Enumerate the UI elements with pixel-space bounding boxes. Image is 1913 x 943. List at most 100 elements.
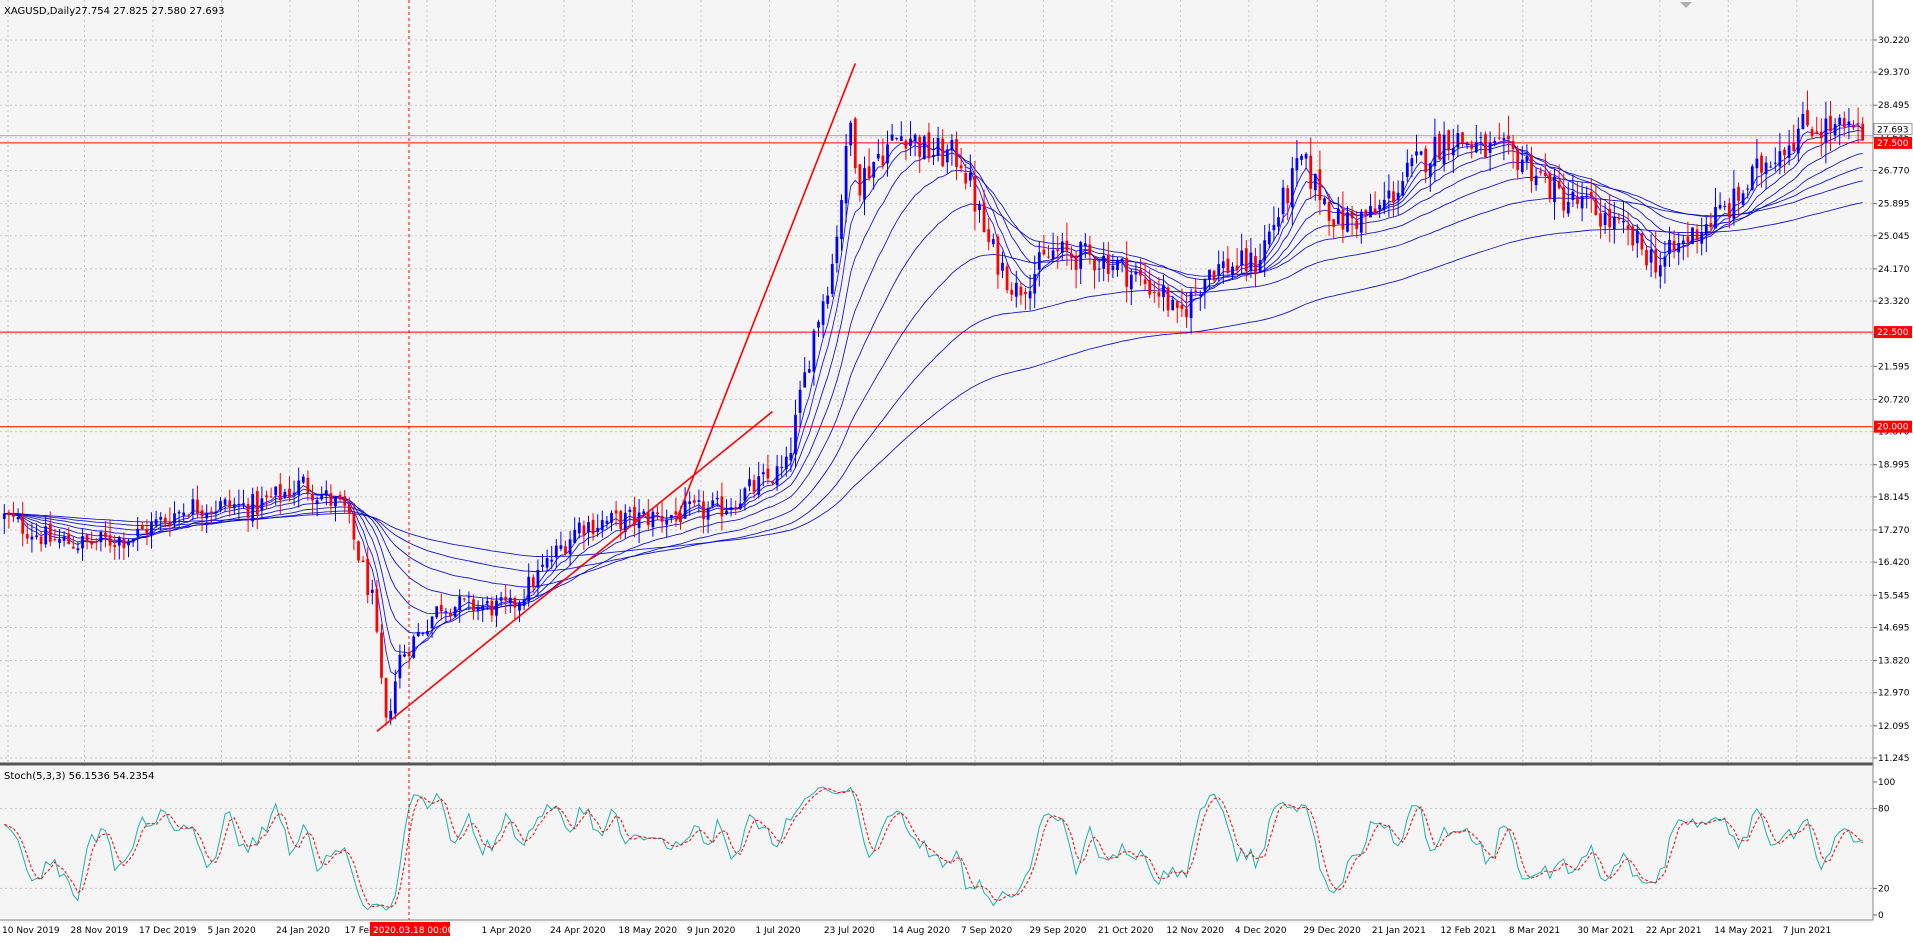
- candle-body: [1474, 142, 1478, 153]
- candle-body: [830, 263, 834, 294]
- scroll-marker-icon[interactable]: [1680, 2, 1692, 8]
- candle-body: [840, 200, 843, 240]
- ma-line-55: [4, 166, 1863, 588]
- candle-body: [85, 534, 89, 542]
- candle-body: [1847, 121, 1851, 126]
- candle-body: [536, 569, 540, 588]
- candle-body: [283, 491, 287, 498]
- candle-body: [159, 516, 163, 520]
- stoch-tick-label: 0: [1878, 911, 1884, 921]
- y-tick-label: 23.320: [1878, 297, 1910, 307]
- candle-body: [182, 512, 186, 516]
- candle-body: [1447, 130, 1451, 151]
- candle-body: [881, 155, 885, 166]
- ohlc-label: 27.754 27.825 27.580 27.693: [75, 6, 225, 17]
- candle-body: [1456, 133, 1460, 148]
- candle-body: [711, 500, 715, 506]
- candle-body: [982, 202, 986, 233]
- candle-body: [375, 588, 379, 632]
- candle-body: [1111, 265, 1115, 271]
- crosshair-date-label: 2020.03.18 00:00: [373, 926, 454, 936]
- x-tick-label: 7 Sep 2020: [961, 926, 1013, 936]
- candle-body: [1470, 144, 1474, 149]
- ma-line-144: [4, 202, 1863, 558]
- candle-body: [895, 137, 899, 139]
- candle-body: [1327, 202, 1331, 221]
- candle-body: [1507, 135, 1510, 140]
- candle-body: [784, 456, 788, 470]
- y-tick-label: 25.895: [1878, 200, 1910, 210]
- candle-body: [886, 144, 889, 164]
- candle-body: [1424, 148, 1428, 173]
- candle-body: [1102, 255, 1106, 269]
- candle-body: [421, 633, 425, 635]
- candle-body: [1157, 292, 1161, 297]
- candle-body: [306, 477, 310, 493]
- candle-body: [361, 560, 365, 563]
- candle-body: [817, 321, 820, 328]
- candle-body: [136, 528, 140, 537]
- candle-body: [140, 526, 144, 530]
- candle-body: [1773, 162, 1777, 164]
- candle-body: [1723, 205, 1727, 207]
- candle-body: [936, 137, 940, 156]
- candle-body: [996, 236, 1000, 275]
- candle-body: [1631, 226, 1635, 246]
- candle-body: [527, 576, 531, 602]
- candle-body: [748, 479, 751, 487]
- candle-body: [1033, 274, 1037, 294]
- candle-body: [610, 512, 613, 523]
- candle-body: [1599, 213, 1602, 227]
- candle-body: [646, 512, 650, 526]
- candle-body: [1640, 233, 1644, 250]
- candle-body: [582, 525, 586, 536]
- candle-body: [205, 513, 209, 519]
- candle-body: [1520, 159, 1524, 173]
- candle-body: [1162, 285, 1165, 298]
- x-tick-label: 8 Mar 2021: [1509, 926, 1560, 936]
- candle-body: [1235, 265, 1239, 270]
- candle-body: [1635, 230, 1639, 244]
- candle-body: [738, 503, 742, 510]
- candle-body: [1746, 188, 1750, 190]
- y-tick-label: 11.245: [1878, 754, 1910, 764]
- candle-body: [255, 491, 259, 515]
- candle-body: [1497, 137, 1501, 139]
- candle-body: [941, 138, 945, 167]
- candle-body: [1318, 169, 1322, 201]
- ma-line-21: [4, 139, 1863, 615]
- candle-body: [1484, 134, 1487, 158]
- candle-body: [1815, 131, 1819, 134]
- candle-body: [1617, 217, 1621, 220]
- y-tick-label: 12.095: [1878, 722, 1910, 732]
- level-badge-label: 22.500: [1877, 328, 1909, 338]
- candle-body: [1488, 142, 1492, 153]
- candle-body: [200, 510, 204, 517]
- y-tick-label: 12.970: [1878, 689, 1910, 699]
- candle-body: [899, 136, 903, 141]
- y-tick-label: 18.995: [1878, 461, 1910, 471]
- candle-body: [39, 536, 43, 545]
- trendline: [376, 410, 774, 732]
- candle-body: [1612, 217, 1616, 230]
- candle-body: [973, 176, 977, 212]
- candle-body: [1677, 243, 1681, 253]
- x-tick-label: 21 Jan 2021: [1372, 926, 1426, 936]
- candle-body: [16, 517, 20, 520]
- candle-body: [1737, 186, 1740, 201]
- candle-body: [1392, 191, 1395, 203]
- candle-body: [7, 512, 11, 516]
- candle-body: [458, 596, 462, 610]
- candle-body: [416, 631, 420, 637]
- candle-body: [242, 503, 245, 505]
- candle-body: [1801, 113, 1805, 130]
- candle-body: [1824, 118, 1828, 144]
- candle-body: [1681, 240, 1685, 244]
- candle-body: [568, 539, 572, 555]
- candle-body: [1543, 172, 1547, 176]
- x-tick-label: 22 Apr 2021: [1646, 926, 1702, 936]
- candle-body: [472, 599, 475, 611]
- candle-body: [729, 507, 733, 511]
